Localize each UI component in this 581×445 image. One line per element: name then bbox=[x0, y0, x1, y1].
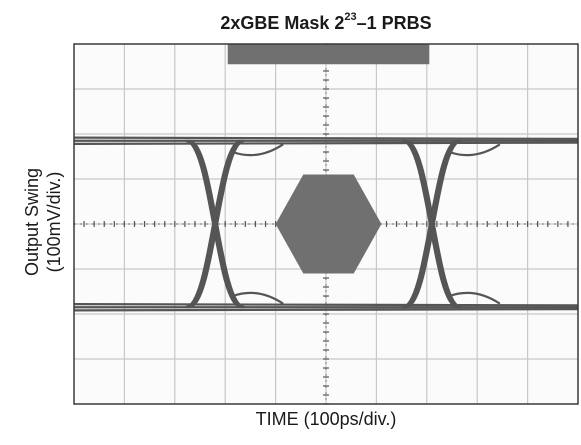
plot-frame bbox=[73, 43, 579, 405]
chart-title: 2xGBE Mask 223–1 PRBS bbox=[74, 11, 578, 34]
x-axis-label: TIME (100ps/div.) bbox=[255, 409, 397, 429]
mask-top-bar bbox=[227, 44, 430, 65]
title-main: 2xGBE Mask 2 bbox=[220, 13, 345, 33]
eye-trace-falling-edge bbox=[405, 139, 462, 309]
eye-trace-high-rail bbox=[73, 141, 579, 145]
eye-trace-low-rail bbox=[73, 303, 579, 307]
mask-center-hexagon bbox=[275, 174, 382, 274]
eye-trace-falling-edge bbox=[401, 139, 458, 309]
eye-trace-ringing-high bbox=[232, 143, 284, 157]
eye-trace-falling-edge bbox=[189, 139, 246, 309]
y-axis-label-line2: (100mV/div.) bbox=[44, 171, 64, 273]
title-suffix: –1 PRBS bbox=[356, 13, 432, 33]
eye-trace-high-rail bbox=[73, 136, 579, 140]
eye-trace-falling-edge bbox=[403, 139, 460, 309]
eye-trace-falling-edge bbox=[185, 139, 242, 309]
y-axis-label-line1: Output Swing bbox=[22, 167, 42, 277]
eye-trace-ringing-low bbox=[449, 291, 501, 305]
y-axis-label: Output Swing (100mV/div.) bbox=[21, 92, 67, 352]
title-superscript: 23 bbox=[344, 11, 357, 23]
eye-trace-ringing-low bbox=[232, 291, 284, 305]
eye-trace-ringing-high bbox=[449, 143, 501, 157]
eye-trace-low-rail bbox=[73, 308, 579, 312]
eye-trace-falling-edge bbox=[187, 139, 244, 309]
